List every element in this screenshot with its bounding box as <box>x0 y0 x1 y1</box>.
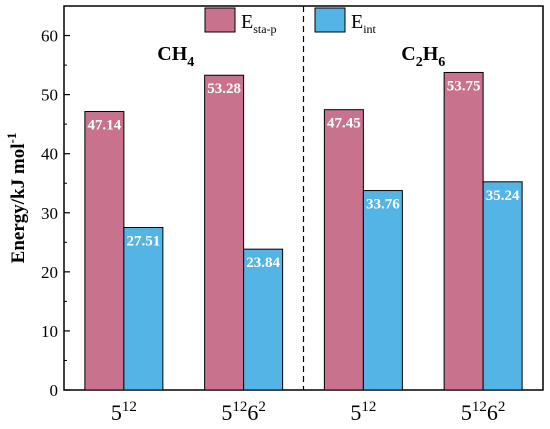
x-category-label: 51262 <box>461 399 506 425</box>
group-title: C2H6 <box>401 43 445 70</box>
y-axis-label-group: Energy/kJ mol-1 <box>4 133 29 264</box>
x-category-label: 51262 <box>221 399 266 425</box>
group-title: CH4 <box>157 43 194 70</box>
bar-value-label: 27.51 <box>127 233 161 249</box>
bar <box>204 74 245 391</box>
x-category-label: 512 <box>350 399 376 425</box>
bar <box>323 109 364 391</box>
y-tick-label: 60 <box>41 27 58 46</box>
y-tick-label: 50 <box>41 86 58 105</box>
bar-value-label: 35.24 <box>486 188 520 204</box>
bar <box>84 111 125 391</box>
bar <box>443 71 484 391</box>
plot-frame <box>63 5 544 391</box>
y-tick-label: 10 <box>41 322 58 341</box>
bar-value-label: 33.76 <box>366 197 400 213</box>
y-tick-label: 0 <box>50 381 59 400</box>
bar-value-label: 23.84 <box>246 255 280 271</box>
legend-swatch <box>204 7 236 33</box>
bar <box>482 181 523 391</box>
y-axis-label: Energy/kJ mol-1 <box>4 133 29 264</box>
bar <box>362 190 403 391</box>
bar <box>123 226 164 391</box>
legend: Esta-p Eint <box>204 7 377 36</box>
y-axis: 0 10 20 30 40 50 60 <box>41 27 70 400</box>
legend-label: Eint <box>351 11 377 36</box>
bar-value-label: 53.28 <box>207 81 241 97</box>
y-tick-label: 30 <box>41 204 58 223</box>
bar <box>243 248 284 391</box>
group-titles: CH4 C2H6 <box>157 43 445 70</box>
x-axis-categories: 512 51262 512 51262 <box>111 399 506 425</box>
x-category-label: 512 <box>111 399 137 425</box>
bar-value-label: 47.14 <box>88 118 122 134</box>
bars: 47.14 53.28 47.45 53.75 27.51 23.84 33.76 35.24 <box>84 71 523 391</box>
bar-value-label: 47.45 <box>327 116 361 132</box>
y-tick-label: 40 <box>41 145 58 164</box>
legend-swatch <box>314 7 346 33</box>
legend-label: Esta-p <box>241 11 277 36</box>
bar-value-label: 53.75 <box>447 78 481 94</box>
y-tick-label: 20 <box>41 263 58 282</box>
